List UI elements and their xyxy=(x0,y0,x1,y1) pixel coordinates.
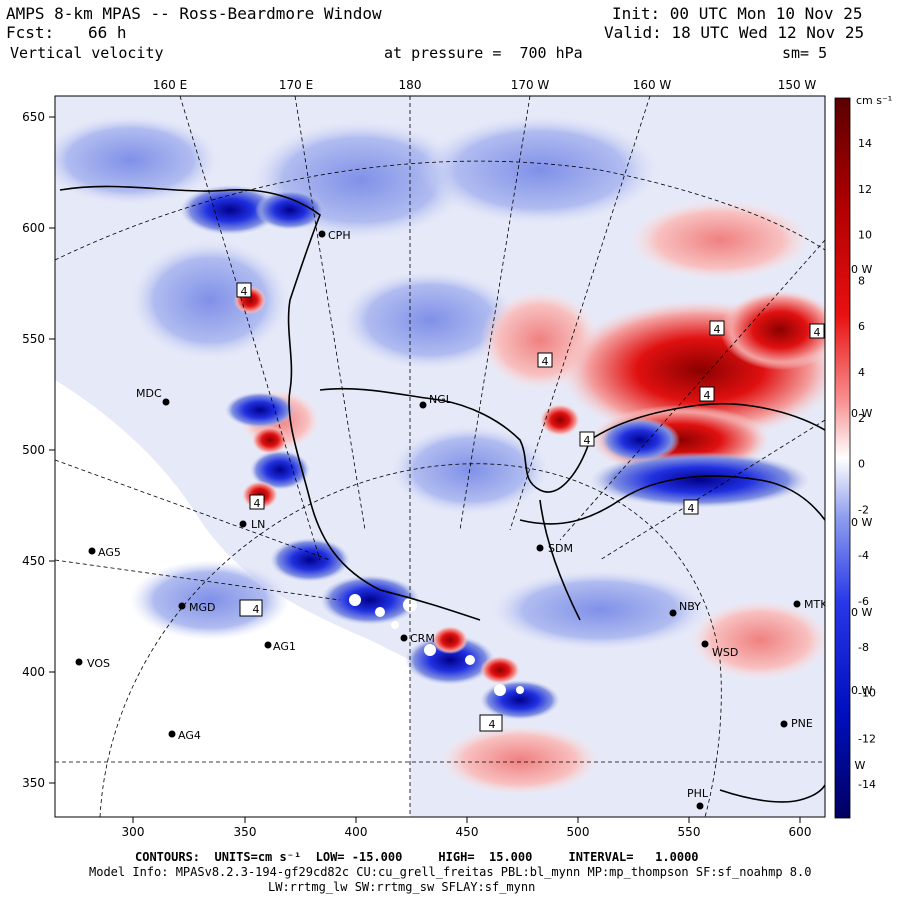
fcst-label: Fcst: xyxy=(6,23,55,42)
colorbar-units: cm s⁻¹ xyxy=(856,94,892,107)
lon-label: 170 W xyxy=(511,78,550,92)
svg-text:CPH: CPH xyxy=(328,229,351,242)
colorbar-tick-label: -6 xyxy=(858,595,869,608)
colorbar: cm s⁻¹ 14 12 10 8 6 4 2 0 -2 -4 -6 -8 -10 -12 -14 xyxy=(834,94,892,819)
station-vos: VOS xyxy=(75,657,110,670)
contour-box-label: 4 xyxy=(254,497,261,510)
contour-box-label: 4 xyxy=(714,323,721,336)
velocity-field: 4 4 4 4 4 4 4 4 4 4 CPH MDC NGL AG5 MGD … xyxy=(55,96,828,817)
plot-frame xyxy=(54,95,826,818)
station-wsd: WSD xyxy=(701,640,738,659)
station-crm: CRM xyxy=(400,632,435,645)
colorbar-ramp xyxy=(834,97,851,819)
lon-labels-top: 160 E 170 E 180 170 W 160 W 150 W xyxy=(153,78,817,92)
contour-box-label: 4 xyxy=(688,502,695,515)
x-tick-label: 600 xyxy=(789,825,812,839)
svg-text:CRM: CRM xyxy=(410,632,435,645)
model-info-2: LW:rrtmg_lw SW:rrtmg_sw SFLAY:sf_mynn xyxy=(268,880,536,894)
map-title: AMPS 8-km MPAS -- Ross-Beardmore Window xyxy=(6,4,382,23)
contour-box-label: 4 xyxy=(489,718,496,731)
station-ag5: AG5 xyxy=(88,546,121,559)
svg-text:MDC: MDC xyxy=(136,387,162,400)
x-tick-label: 400 xyxy=(345,825,368,839)
colorbar-tick-label: -12 xyxy=(858,732,876,745)
y-tick-label: 350 xyxy=(22,776,45,790)
x-tick-label: 350 xyxy=(234,825,257,839)
pressure-level: at pressure = 700 hPa xyxy=(384,44,583,62)
colorbar-tick-label: 14 xyxy=(858,137,872,150)
y-tick-label: 500 xyxy=(22,443,45,457)
colorbar-tick-label: 12 xyxy=(858,183,872,196)
x-axis: 300 350 400 450 500 550 600 xyxy=(122,817,812,839)
svg-text:MGD: MGD xyxy=(189,601,216,614)
station-sdm: SDM xyxy=(536,542,573,555)
svg-text:PNE: PNE xyxy=(791,717,813,730)
svg-text:PHL: PHL xyxy=(687,787,709,800)
svg-text:NBY: NBY xyxy=(679,600,701,613)
colorbar-tick-label: -14 xyxy=(858,778,876,791)
stations: CPH MDC NGL AG5 MGD AG1 VOS AG4 SDM NBY … xyxy=(75,229,828,810)
svg-text:WSD: WSD xyxy=(712,646,738,659)
colorbar-tick-label: 0 xyxy=(858,458,865,471)
station-phl: PHL xyxy=(687,787,709,810)
x-tick-label: 300 xyxy=(122,825,145,839)
contour-info: CONTOURS: UNITS=cm s⁻¹ LOW= -15.000 HIGH… xyxy=(135,850,699,864)
contour-box-label: 4 xyxy=(253,603,260,616)
lon-label: 180 xyxy=(399,78,422,92)
lon-label: 160 E xyxy=(153,78,187,92)
y-tick-label: 400 xyxy=(22,665,45,679)
station-cph: CPH xyxy=(318,229,351,242)
contour-box-label: 4 xyxy=(814,326,821,339)
y-tick-label: 450 xyxy=(22,554,45,568)
contour-box-label: 4 xyxy=(542,355,549,368)
colorbar-tick-label: -2 xyxy=(858,503,869,516)
colorbar-tick-label: 8 xyxy=(858,274,865,287)
lon-label: 160 W xyxy=(633,78,672,92)
contour-box-label: 4 xyxy=(241,285,248,298)
station-mgd: MGD xyxy=(178,601,216,614)
station-nby: NBY xyxy=(669,600,701,617)
lon-label: 150 W xyxy=(778,78,817,92)
model-info: Model Info: MPASv8.2.3-194-gf29cd82c CU:… xyxy=(89,865,812,879)
colorbar-tick-label: 6 xyxy=(858,320,865,333)
lon-label: 170 E xyxy=(279,78,313,92)
init-time: Init: 00 UTC Mon 10 Nov 25 xyxy=(612,4,863,23)
colorbar-tick-label: -8 xyxy=(858,641,869,654)
y-tick-label: 550 xyxy=(22,332,45,346)
station-mdc: MDC xyxy=(136,387,170,406)
colorbar-tick-label: -10 xyxy=(858,687,876,700)
station-pne: PNE xyxy=(780,717,813,730)
smoothing: sm= 5 xyxy=(782,44,828,62)
svg-text:VOS: VOS xyxy=(87,657,110,670)
contour-labels: 4 4 4 4 4 4 4 4 4 4 xyxy=(236,282,825,732)
y-axis: 650 600 550 500 450 400 350 xyxy=(22,110,55,790)
fcst-value: 66 h xyxy=(88,23,127,42)
colorbar-tick-label: 10 xyxy=(858,229,872,242)
station-ag1: AG1 xyxy=(264,640,296,653)
svg-text:AG1: AG1 xyxy=(273,640,296,653)
station-mtk: MTK xyxy=(793,598,828,611)
colorbar-tick-label: -4 xyxy=(858,549,869,562)
svg-text:AG5: AG5 xyxy=(98,546,121,559)
svg-text:LN: LN xyxy=(251,518,265,531)
field-name: Vertical velocity xyxy=(10,44,164,62)
contour-box-label: 4 xyxy=(704,389,711,402)
colorbar-tick-label: 4 xyxy=(858,366,865,379)
y-tick-label: 600 xyxy=(22,221,45,235)
x-tick-label: 500 xyxy=(567,825,590,839)
contour-box-label: 4 xyxy=(584,434,591,447)
svg-text:AG4: AG4 xyxy=(178,729,201,742)
colorbar-tick-label: 2 xyxy=(858,412,865,425)
x-tick-label: 550 xyxy=(678,825,701,839)
valid-time: Valid: 18 UTC Wed 12 Nov 25 xyxy=(604,23,865,42)
station-ag4: AG4 xyxy=(168,729,201,742)
svg-text:SDM: SDM xyxy=(548,542,573,555)
x-tick-label: 450 xyxy=(456,825,479,839)
y-tick-label: 650 xyxy=(22,110,45,124)
station-ngl: NGL xyxy=(419,393,453,409)
svg-text:NGL: NGL xyxy=(429,393,453,406)
station-ln: LN xyxy=(239,518,265,531)
svg-text:MTK: MTK xyxy=(804,598,828,611)
